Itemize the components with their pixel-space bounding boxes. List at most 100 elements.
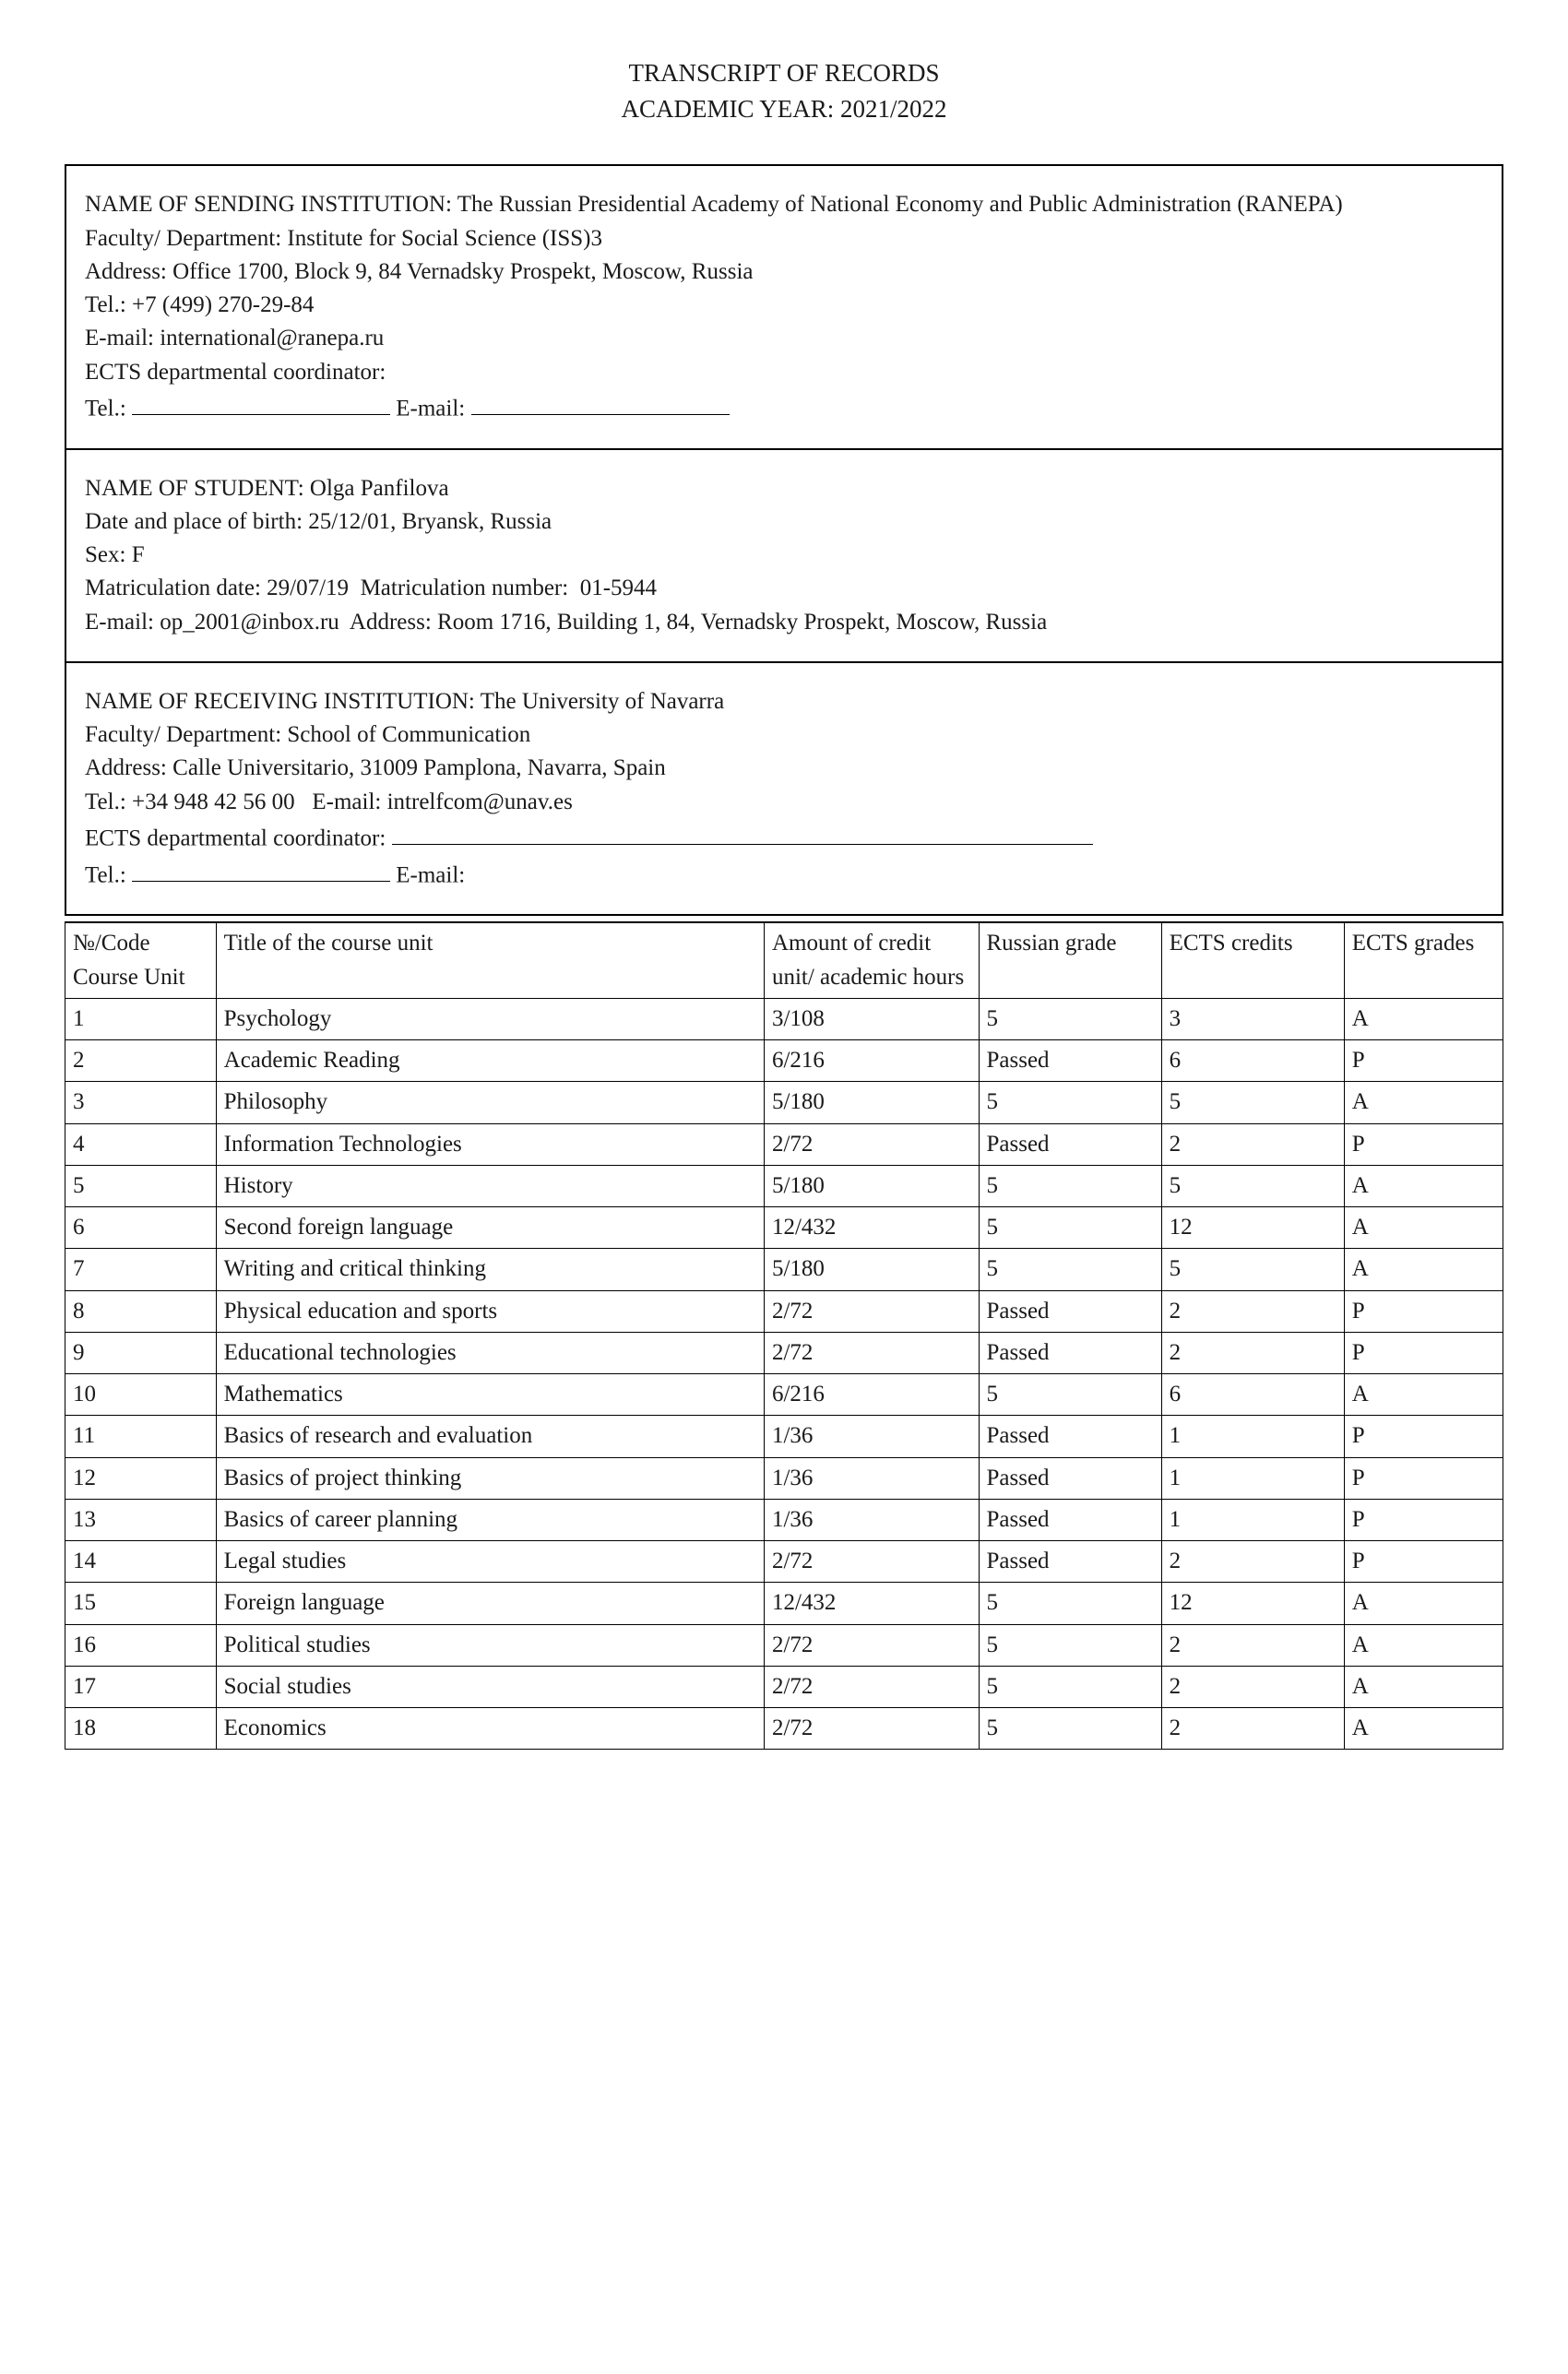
cell-rus: 5 [979,1583,1161,1624]
sending-email: international@ranepa.ru [160,326,384,350]
receiving-name-label: NAME OF RECEIVING INSTITUTION: [85,689,475,714]
cell-title: Philosophy [216,1082,764,1123]
cell-n: 7 [65,1249,217,1290]
sending-addr-line: Address: Office 1700, Block 9, 84 Vernad… [85,255,1483,289]
cell-rus: 5 [979,998,1161,1039]
student-dob-label: Date and place of birth: [85,509,303,534]
table-row: 5History5/18055A [65,1165,1503,1206]
cell-n: 17 [65,1666,217,1707]
cell-rus: Passed [979,1290,1161,1332]
cell-cred: 2 [1161,1541,1344,1583]
cell-rus: Passed [979,1541,1161,1583]
cell-n: 15 [65,1583,217,1624]
cell-cred: 2 [1161,1624,1344,1666]
table-row: 17Social studies2/7252A [65,1666,1503,1707]
sending-addr: Office 1700, Block 9, 84 Vernadsky Prosp… [172,259,753,284]
sending-ects-label: ECTS departmental coordinator: [85,360,386,385]
sending-tel2-label: Tel.: [85,396,126,421]
cell-amount: 1/36 [764,1416,979,1457]
cell-grade: P [1344,1040,1503,1082]
cell-amount: 1/36 [764,1457,979,1499]
student-dob-line: Date and place of birth: 25/12/01, Bryan… [85,505,1483,539]
cell-rus: Passed [979,1457,1161,1499]
cell-grade: A [1344,1666,1503,1707]
student-matric-num-label: Matriculation number: [361,576,569,600]
sending-name: The Russian Presidential Academy of Nati… [457,192,1343,217]
cell-grade: P [1344,1332,1503,1373]
cell-grade: A [1344,1249,1503,1290]
sending-name-line: NAME OF SENDING INSTITUTION: The Russian… [85,188,1483,221]
table-row: 7Writing and critical thinking5/18055A [65,1249,1503,1290]
cell-amount: 6/216 [764,1040,979,1082]
sending-email-line: E-mail: international@ranepa.ru [85,322,1483,355]
th-rus: Russian grade [979,922,1161,998]
cell-amount: 1/36 [764,1499,979,1540]
table-row: 10Mathematics6/21656A [65,1374,1503,1416]
receiving-fac: School of Communication [287,722,530,747]
sending-fac-label: Faculty/ Department: [85,226,281,251]
receiving-tel-label: Tel.: [85,789,126,814]
cell-n: 14 [65,1541,217,1583]
cell-cred: 2 [1161,1708,1344,1750]
cell-cred: 12 [1161,1583,1344,1624]
student-dob: 25/12/01, Bryansk, Russia [308,509,552,534]
sending-addr-label: Address: [85,259,167,284]
title-line-1: TRANSCRIPT OF RECORDS [65,55,1503,91]
table-row: 18Economics2/7252A [65,1708,1503,1750]
receiving-contact-line: Tel.: +34 948 42 56 00 E-mail: intrelfco… [85,786,1483,819]
cell-n: 16 [65,1624,217,1666]
sending-ects-line: ECTS departmental coordinator: [85,356,1483,389]
sending-fac: Institute for Social Science (ISS)3 [287,226,602,251]
cell-title: Writing and critical thinking [216,1249,764,1290]
receiving-fac-label: Faculty/ Department: [85,722,281,747]
receiving-addr-label: Address: [85,755,167,780]
cell-title: Basics of career planning [216,1499,764,1540]
table-row: 13Basics of career planning1/36Passed1P [65,1499,1503,1540]
cell-rus: Passed [979,1499,1161,1540]
cell-grade: P [1344,1416,1503,1457]
table-row: 12Basics of project thinking1/36Passed1P [65,1457,1503,1499]
cell-title: Economics [216,1708,764,1750]
cell-rus: 5 [979,1249,1161,1290]
receiving-email-label: E-mail: [312,789,381,814]
cell-cred: 1 [1161,1416,1344,1457]
th-grade: ECTS grades [1344,922,1503,998]
table-row: 2Academic Reading6/216Passed6P [65,1040,1503,1082]
cell-n: 5 [65,1165,217,1206]
cell-title: Second foreign language [216,1207,764,1249]
cell-rus: Passed [979,1332,1161,1373]
cell-cred: 2 [1161,1666,1344,1707]
receiving-section: NAME OF RECEIVING INSTITUTION: The Unive… [66,663,1502,915]
sending-blanks-line: Tel.: E-mail: [85,389,1483,426]
receiving-name-line: NAME OF RECEIVING INSTITUTION: The Unive… [85,685,1483,718]
receiving-ects-label: ECTS departmental coordinator: [85,825,386,850]
table-row: 8Physical education and sports2/72Passed… [65,1290,1503,1332]
table-row: 6Second foreign language12/432512A [65,1207,1503,1249]
sending-email-label: E-mail: [85,326,154,350]
student-email-label: E-mail: [85,610,154,635]
cell-grade: P [1344,1499,1503,1540]
th-amount: Amount of credit unit/ academic hours [764,922,979,998]
th-code: №/Code Course Unit [65,922,217,998]
receiving-ects-blank [392,819,1093,846]
table-row: 14Legal studies2/72Passed2P [65,1541,1503,1583]
cell-cred: 2 [1161,1123,1344,1165]
receiving-fac-line: Faculty/ Department: School of Communica… [85,718,1483,752]
cell-n: 6 [65,1207,217,1249]
cell-cred: 5 [1161,1249,1344,1290]
table-header-row: №/Code Course Unit Title of the course u… [65,922,1503,998]
sending-fac-line: Faculty/ Department: Institute for Socia… [85,222,1483,255]
cell-grade: A [1344,1583,1503,1624]
cell-title: Legal studies [216,1541,764,1583]
receiving-addr-line: Address: Calle Universitario, 31009 Pamp… [85,752,1483,785]
cell-amount: 5/180 [764,1249,979,1290]
student-matric-num: 01-5944 [580,576,657,600]
cell-cred: 2 [1161,1332,1344,1373]
cell-amount: 2/72 [764,1123,979,1165]
receiving-tel: +34 948 42 56 00 [132,789,295,814]
cell-n: 13 [65,1499,217,1540]
cell-title: Psychology [216,998,764,1039]
student-name: Olga Panfilova [310,476,449,501]
cell-cred: 2 [1161,1290,1344,1332]
page-title-block: TRANSCRIPT OF RECORDS ACADEMIC YEAR: 202… [65,55,1503,127]
